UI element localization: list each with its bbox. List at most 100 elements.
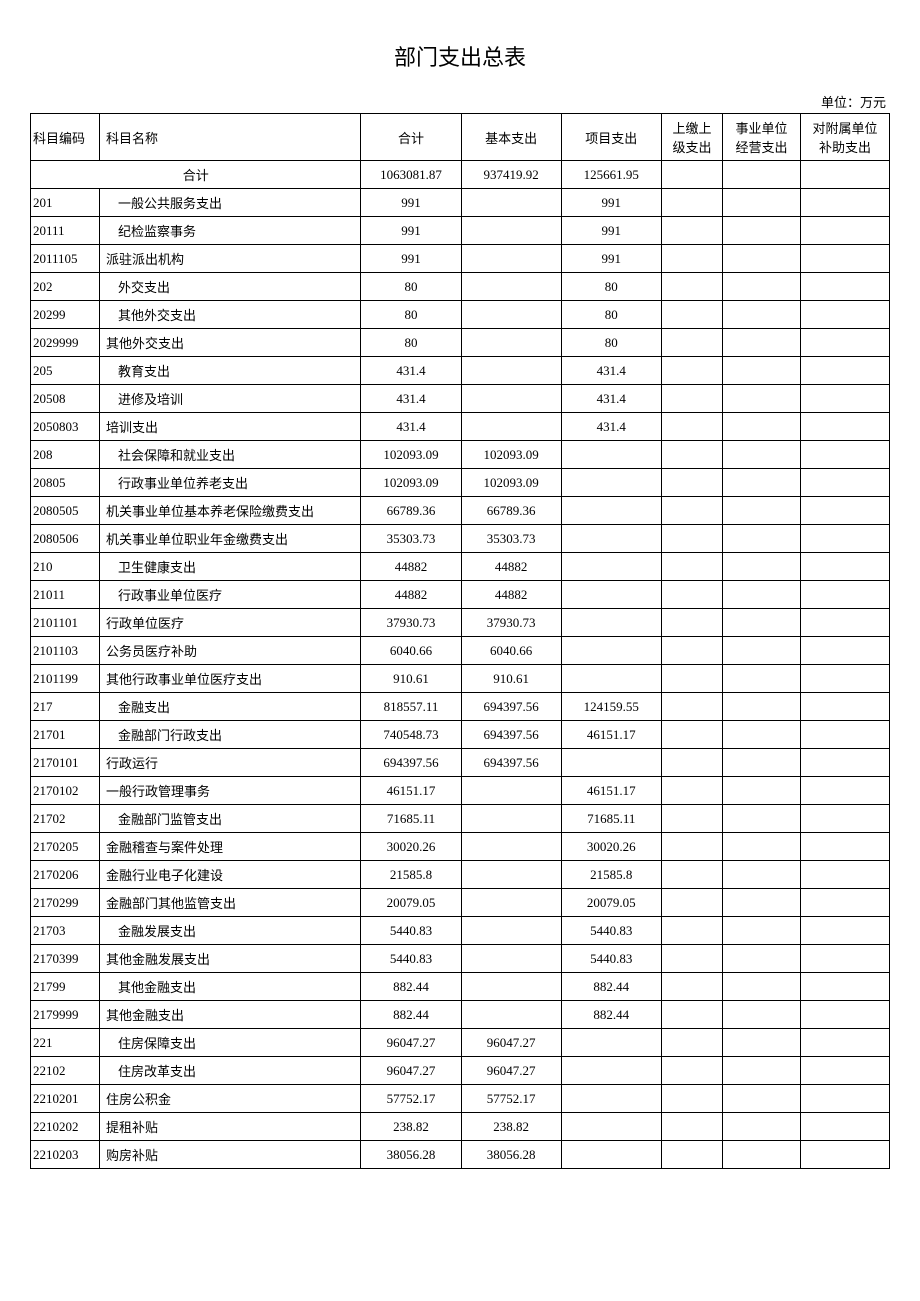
table-row: 217金融支出818557.11694397.56124159.55 bbox=[31, 693, 890, 721]
cell-operating bbox=[723, 581, 801, 609]
cell-basic bbox=[461, 861, 561, 889]
cell-code: 2170101 bbox=[31, 749, 100, 777]
cell-code: 21799 bbox=[31, 973, 100, 1001]
cell-project bbox=[561, 525, 661, 553]
cell-upper bbox=[661, 553, 722, 581]
cell-subsidy bbox=[800, 301, 889, 329]
total-project: 125661.95 bbox=[561, 161, 661, 189]
cell-upper bbox=[661, 1085, 722, 1113]
total-subsidy bbox=[800, 161, 889, 189]
cell-project bbox=[561, 581, 661, 609]
cell-operating bbox=[723, 357, 801, 385]
cell-name: 金融行业电子化建设 bbox=[99, 861, 360, 889]
cell-basic: 6040.66 bbox=[461, 637, 561, 665]
cell-code: 2101101 bbox=[31, 609, 100, 637]
cell-upper bbox=[661, 749, 722, 777]
cell-upper bbox=[661, 609, 722, 637]
cell-basic: 96047.27 bbox=[461, 1057, 561, 1085]
cell-upper bbox=[661, 777, 722, 805]
cell-total: 431.4 bbox=[361, 413, 461, 441]
cell-name: 公务员医疗补助 bbox=[99, 637, 360, 665]
cell-project bbox=[561, 637, 661, 665]
cell-code: 2170399 bbox=[31, 945, 100, 973]
cell-upper bbox=[661, 357, 722, 385]
cell-total: 5440.83 bbox=[361, 945, 461, 973]
cell-total: 66789.36 bbox=[361, 497, 461, 525]
header-subsidy: 对附属单位补助支出 bbox=[800, 114, 889, 161]
cell-operating bbox=[723, 245, 801, 273]
cell-total: 102093.09 bbox=[361, 441, 461, 469]
cell-name: 机关事业单位职业年金缴费支出 bbox=[99, 525, 360, 553]
total-total: 1063081.87 bbox=[361, 161, 461, 189]
cell-subsidy bbox=[800, 833, 889, 861]
cell-code: 21011 bbox=[31, 581, 100, 609]
table-row: 21701金融部门行政支出740548.73694397.5646151.17 bbox=[31, 721, 890, 749]
cell-name: 行政单位医疗 bbox=[99, 609, 360, 637]
table-row: 2179999其他金融支出882.44882.44 bbox=[31, 1001, 890, 1029]
cell-subsidy bbox=[800, 525, 889, 553]
cell-total: 431.4 bbox=[361, 357, 461, 385]
cell-operating bbox=[723, 861, 801, 889]
cell-name: 金融部门其他监管支出 bbox=[99, 889, 360, 917]
table-row: 20299其他外交支出8080 bbox=[31, 301, 890, 329]
cell-total: 6040.66 bbox=[361, 637, 461, 665]
cell-upper bbox=[661, 469, 722, 497]
cell-code: 2170102 bbox=[31, 777, 100, 805]
cell-name: 金融稽查与案件处理 bbox=[99, 833, 360, 861]
cell-code: 2080506 bbox=[31, 525, 100, 553]
header-operating: 事业单位经营支出 bbox=[723, 114, 801, 161]
header-project: 项目支出 bbox=[561, 114, 661, 161]
cell-operating bbox=[723, 1085, 801, 1113]
cell-operating bbox=[723, 833, 801, 861]
cell-code: 221 bbox=[31, 1029, 100, 1057]
cell-project: 30020.26 bbox=[561, 833, 661, 861]
cell-operating bbox=[723, 749, 801, 777]
cell-total: 882.44 bbox=[361, 1001, 461, 1029]
cell-code: 210 bbox=[31, 553, 100, 581]
cell-basic bbox=[461, 805, 561, 833]
cell-name: 其他外交支出 bbox=[99, 301, 360, 329]
cell-project: 46151.17 bbox=[561, 721, 661, 749]
cell-total: 80 bbox=[361, 273, 461, 301]
cell-basic bbox=[461, 385, 561, 413]
cell-upper bbox=[661, 945, 722, 973]
cell-operating bbox=[723, 609, 801, 637]
cell-total: 991 bbox=[361, 217, 461, 245]
cell-basic bbox=[461, 945, 561, 973]
table-row: 21703金融发展支出5440.835440.83 bbox=[31, 917, 890, 945]
cell-project bbox=[561, 609, 661, 637]
cell-code: 2210202 bbox=[31, 1113, 100, 1141]
cell-project: 80 bbox=[561, 301, 661, 329]
cell-operating bbox=[723, 805, 801, 833]
cell-basic: 44882 bbox=[461, 553, 561, 581]
table-row: 2170101行政运行694397.56694397.56 bbox=[31, 749, 890, 777]
table-row: 20805行政事业单位养老支出102093.09102093.09 bbox=[31, 469, 890, 497]
cell-operating bbox=[723, 1141, 801, 1169]
table-row: 208社会保障和就业支出102093.09102093.09 bbox=[31, 441, 890, 469]
cell-basic: 694397.56 bbox=[461, 749, 561, 777]
cell-upper bbox=[661, 637, 722, 665]
total-basic: 937419.92 bbox=[461, 161, 561, 189]
cell-subsidy bbox=[800, 1141, 889, 1169]
cell-subsidy bbox=[800, 945, 889, 973]
table-row: 2170399其他金融发展支出5440.835440.83 bbox=[31, 945, 890, 973]
cell-project: 46151.17 bbox=[561, 777, 661, 805]
cell-total: 80 bbox=[361, 301, 461, 329]
cell-total: 991 bbox=[361, 245, 461, 273]
cell-project bbox=[561, 1029, 661, 1057]
cell-code: 2170205 bbox=[31, 833, 100, 861]
table-row: 2080505机关事业单位基本养老保险缴费支出66789.3666789.36 bbox=[31, 497, 890, 525]
cell-subsidy bbox=[800, 889, 889, 917]
cell-basic: 38056.28 bbox=[461, 1141, 561, 1169]
cell-total: 21585.8 bbox=[361, 861, 461, 889]
table-row: 2170102一般行政管理事务46151.1746151.17 bbox=[31, 777, 890, 805]
cell-name: 培训支出 bbox=[99, 413, 360, 441]
cell-code: 217 bbox=[31, 693, 100, 721]
table-row: 22102住房改革支出96047.2796047.27 bbox=[31, 1057, 890, 1085]
cell-name: 住房改革支出 bbox=[99, 1057, 360, 1085]
cell-total: 80 bbox=[361, 329, 461, 357]
cell-operating bbox=[723, 385, 801, 413]
cell-basic: 96047.27 bbox=[461, 1029, 561, 1057]
cell-subsidy bbox=[800, 385, 889, 413]
table-row: 2029999其他外交支出8080 bbox=[31, 329, 890, 357]
